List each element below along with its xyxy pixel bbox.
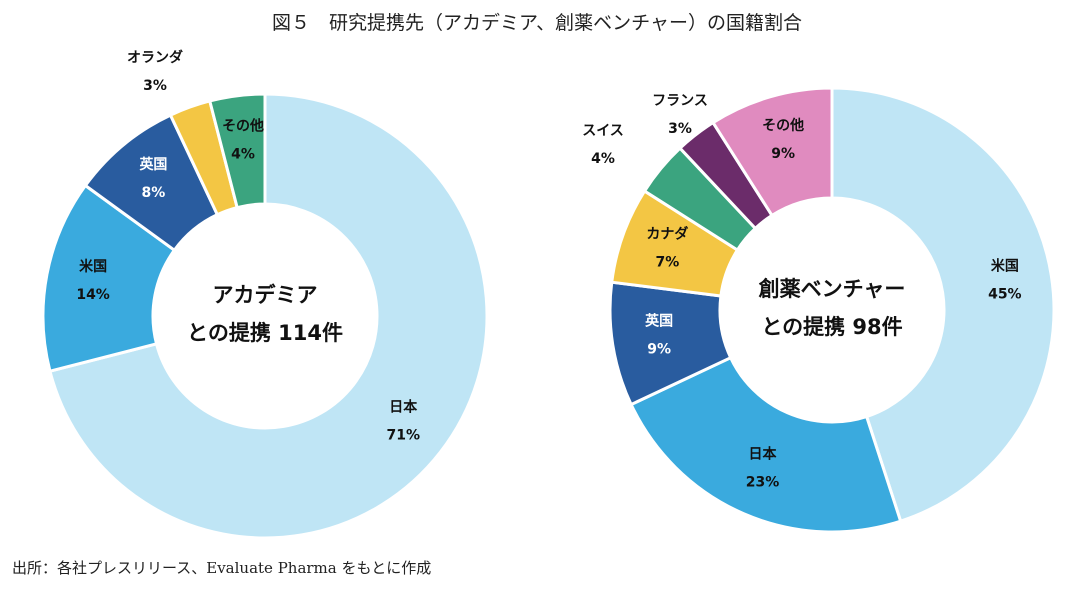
slice-label: 日本: [389, 398, 418, 415]
slice-label: 英国: [138, 156, 167, 173]
center-label: との提携 98件: [761, 315, 902, 339]
donut-slice: [710, 86, 834, 218]
slice-value-label: 9%: [647, 341, 671, 357]
slice-value-label: 14%: [76, 287, 110, 303]
source-note: 出所：各社プレスリリース、Evaluate Pharma をもとに作成: [12, 559, 432, 577]
slice-label: 米国: [79, 258, 107, 275]
donut-slice: [48, 92, 489, 540]
slice-label: オランダ: [127, 49, 183, 66]
donut-slice: [207, 92, 267, 210]
slice-value-label: 8%: [142, 185, 166, 201]
slice-label: その他: [222, 117, 264, 134]
donut-slice: [830, 86, 1056, 524]
slice-label: 米国: [991, 258, 1019, 275]
slice-value-label: 7%: [655, 255, 679, 271]
center-label: との提携 114件: [187, 321, 343, 345]
slice-label: カナダ: [646, 226, 688, 243]
chart-title: 図５ 研究提携先（アカデミア、創薬ベンチャー）の国籍割合: [272, 12, 802, 34]
slice-value-label: 3%: [668, 121, 692, 137]
slice-label: スイス: [582, 123, 624, 139]
slice-label: フランス: [652, 93, 708, 109]
slice-value-label: 71%: [387, 427, 421, 443]
slice-value-label: 4%: [231, 146, 255, 162]
donut-slice: [629, 355, 903, 534]
center-label: アカデミア: [213, 283, 318, 307]
slice-value-label: 9%: [771, 146, 795, 162]
slice-value-label: 23%: [746, 475, 780, 491]
center-label: 創薬ベンチャー: [759, 277, 906, 301]
slice-value-label: 3%: [143, 78, 167, 94]
slice-label: 日本: [748, 446, 777, 463]
slice-label: その他: [762, 117, 804, 134]
slice-label: 英国: [644, 312, 673, 329]
slice-value-label: 4%: [591, 151, 615, 167]
slice-value-label: 45%: [988, 287, 1022, 303]
